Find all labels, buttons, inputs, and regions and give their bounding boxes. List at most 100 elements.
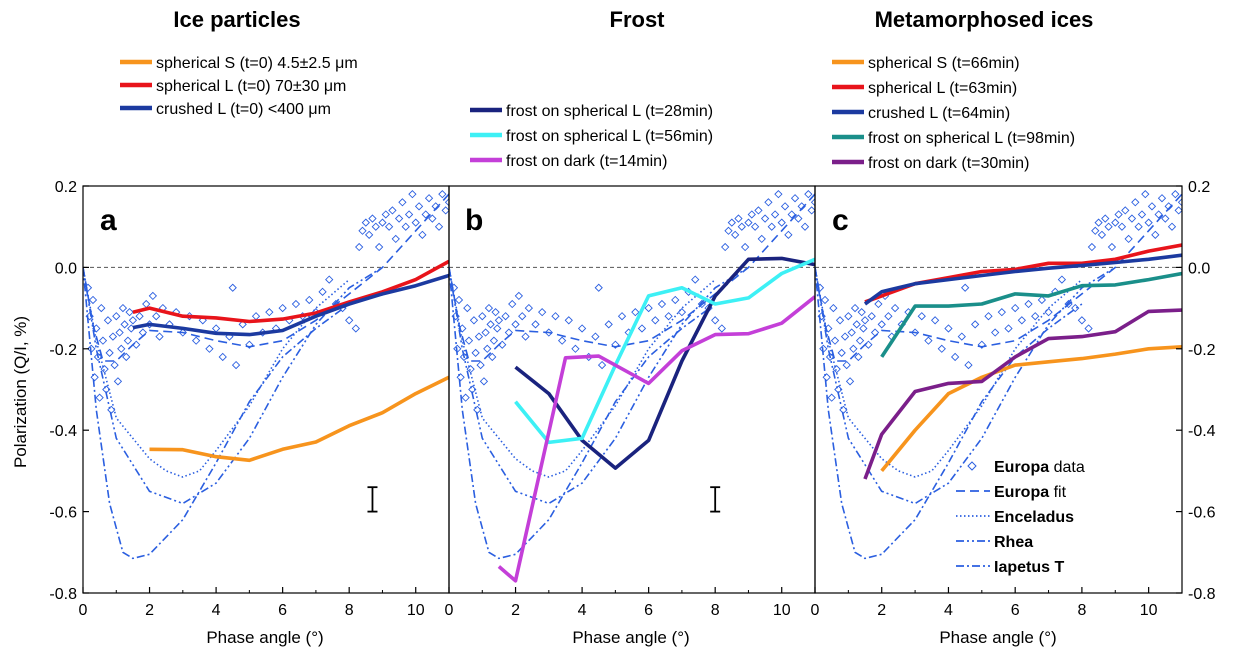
europa-data-point [1157, 194, 1167, 203]
y-tick-label: 0.2 [55, 179, 77, 196]
x-tick-label: 6 [644, 602, 653, 619]
europa-data-point [1044, 308, 1053, 317]
europa-data-point [251, 312, 261, 321]
europa-data-point [787, 210, 796, 219]
europa-data-point [754, 206, 763, 215]
rhea-curve [449, 266, 749, 505]
europa-data-point [1101, 214, 1110, 223]
europa-data-point [113, 377, 123, 386]
europa-data-point [378, 218, 387, 227]
europa-data-point [734, 214, 743, 223]
europa-data-point [93, 352, 103, 362]
europa-data-point [731, 230, 740, 239]
europa-data-point [361, 218, 370, 227]
europa-data-point [135, 312, 144, 321]
europa-data-point [404, 210, 414, 219]
y-tick-label: -0.2 [1188, 342, 1216, 359]
europa-data-point [90, 373, 99, 382]
europa-data-point [103, 316, 113, 325]
europa-fit-curve [449, 193, 815, 362]
europa-data-point [971, 320, 980, 329]
europa-data-point [265, 308, 274, 317]
europa-data-point [148, 291, 158, 301]
y-tick-label: -0.6 [1188, 505, 1216, 522]
europa-data-point [461, 393, 470, 402]
europa-data-point [777, 218, 786, 227]
europa-data-point [463, 303, 472, 313]
panel-b: 0 2 4 6 8 10 [445, 185, 816, 619]
europa-data-point [1161, 214, 1170, 223]
legend-label: frost on dark (t=30min) [868, 155, 1029, 172]
enceladus-curve [815, 267, 1083, 478]
europa-data-point [305, 295, 314, 305]
europa-data-point [1017, 316, 1026, 325]
series-legends: spherical S (t=0) 4.5±2.5 μm spherical L … [120, 55, 1075, 172]
europa-data-point [957, 332, 966, 341]
europa-data-point [800, 222, 810, 231]
europa-data-point [774, 190, 783, 199]
europa-data-point [780, 202, 790, 211]
europa-fit-curve [83, 193, 449, 362]
x-tick-label: 4 [578, 602, 587, 619]
europa-data-point [850, 303, 860, 313]
panel-b-title: Frost [610, 7, 666, 32]
europa-data-point [721, 242, 730, 252]
europa-data-point [740, 242, 750, 252]
europa-data-point [398, 198, 407, 207]
x-tick-label: 10 [1140, 602, 1158, 619]
europa-data-point [845, 377, 855, 386]
europa-data-point [100, 365, 109, 374]
europa-data-point [844, 312, 853, 321]
europa-data-point [1177, 198, 1182, 207]
europa-data-point [594, 283, 603, 292]
reference-legend-label: Enceladus [994, 509, 1074, 526]
europa-data-point [115, 328, 124, 337]
europa-data-point [381, 210, 390, 219]
europa-data-point [930, 316, 940, 325]
europa-data-point [441, 206, 449, 215]
europa-data-point [664, 312, 673, 321]
europa-data-point [508, 299, 517, 309]
europa-data-point [345, 316, 354, 325]
europa-data-point [750, 222, 760, 231]
x-tick-label: 8 [1077, 602, 1086, 619]
europa-data-point [518, 312, 527, 321]
europa-data-point [874, 299, 883, 309]
series-line [132, 273, 449, 337]
europa-data-point [191, 336, 201, 345]
series-line [497, 295, 815, 583]
europa-data-point [291, 299, 301, 309]
europa-data-point [1111, 218, 1120, 227]
europa-fit-curve [815, 193, 1182, 362]
europa-data-point [859, 324, 868, 333]
x-tick-label: 2 [511, 602, 520, 619]
legend-label: spherical L (t=0) 70±30 μm [156, 78, 346, 95]
europa-data-point [1154, 210, 1163, 219]
series-line [880, 271, 1182, 358]
x-tick-label: 0 [79, 602, 88, 619]
europa-data-point [120, 320, 129, 329]
europa-data-point [371, 222, 380, 231]
y-tick-label: -0.6 [49, 505, 77, 522]
europa-data-point [491, 308, 500, 317]
europa-data-point [1121, 206, 1130, 215]
europa-data-point [1127, 214, 1137, 223]
europa-data-point [511, 320, 520, 329]
europa-data-point [384, 222, 394, 231]
europa-data-point [631, 308, 640, 317]
europa-data-point [617, 312, 627, 321]
europa-data-point [128, 316, 138, 325]
europa-data-point [456, 373, 465, 382]
europa-data-point [835, 316, 845, 325]
europa-data-point [1137, 210, 1147, 219]
europa-data-point [401, 222, 410, 231]
europa-data-point [97, 303, 106, 313]
europa-data-point [837, 348, 846, 358]
europa-data-point [368, 214, 377, 223]
europa-data-point [830, 336, 840, 345]
europa-data-point [125, 308, 134, 317]
europa-data-point [123, 336, 133, 345]
europa-data-point [483, 344, 492, 353]
europa-data-point [122, 352, 131, 362]
panel-c-x-axis-label: Phase angle (°) [939, 628, 1056, 647]
